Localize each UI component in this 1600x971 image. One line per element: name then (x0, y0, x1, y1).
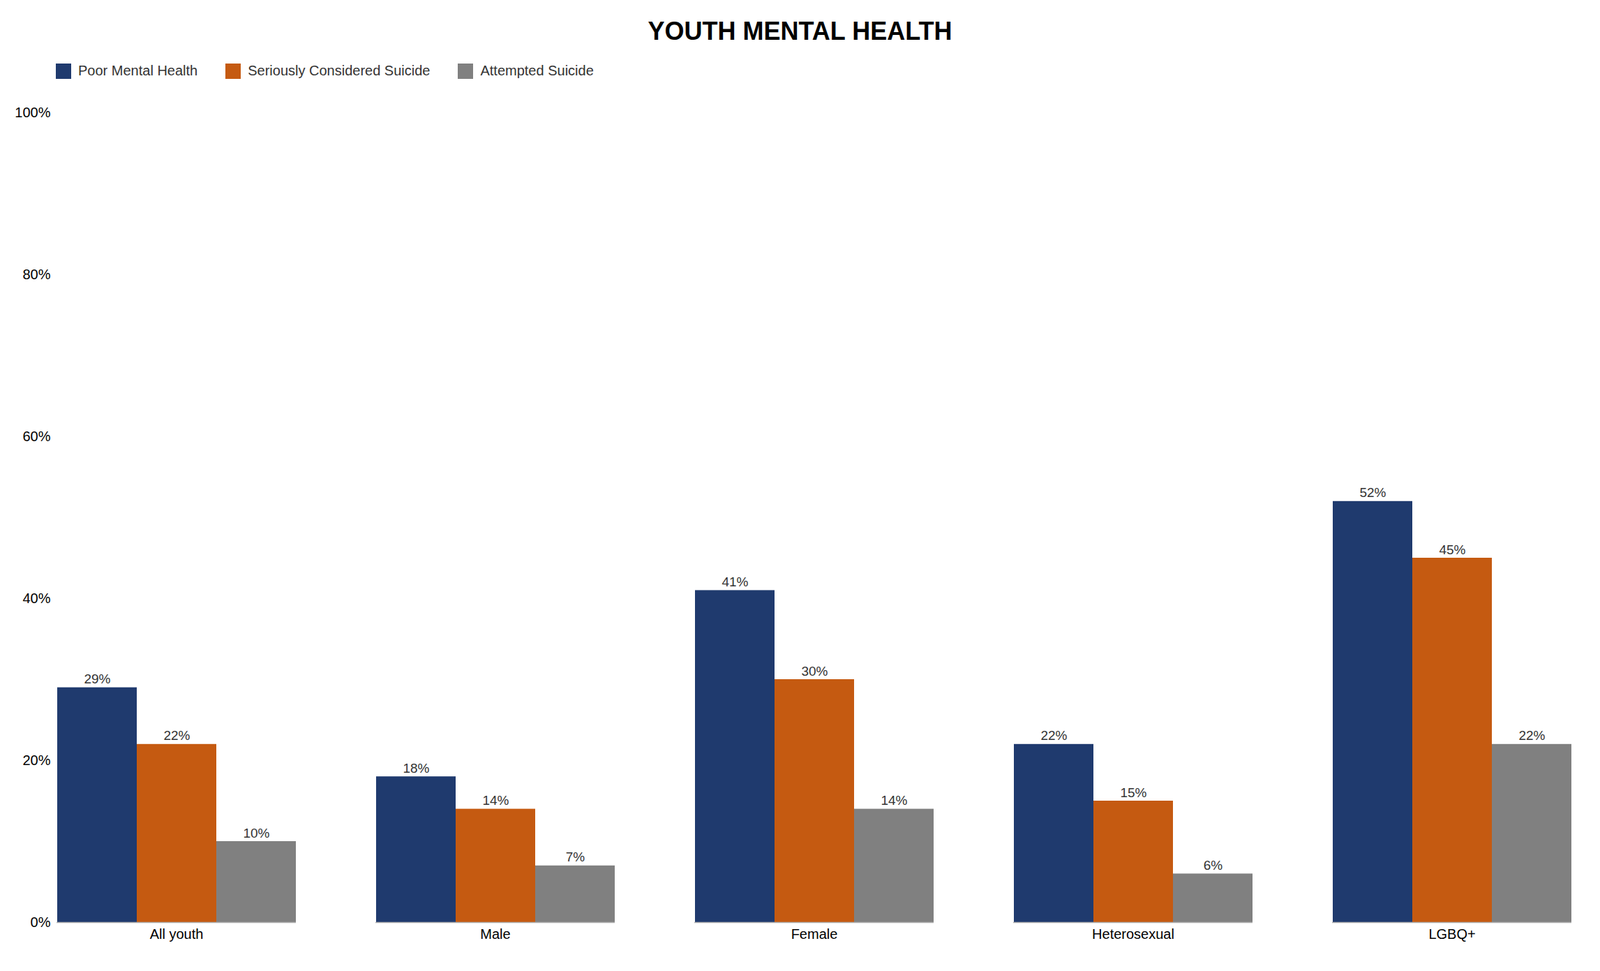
svg-text:Female: Female (791, 925, 839, 942)
svg-text:0%: 0% (30, 914, 51, 930)
svg-text:LGBQ+: LGBQ+ (1428, 925, 1476, 942)
html-text:Seriously Considered Suicide: Seriously Considered Suicide (247, 62, 431, 79)
html-text:Poor Mental Health: Poor Mental Health (78, 62, 198, 79)
svg-text:52%: 52% (1359, 484, 1386, 500)
svg-text:22%: 22% (1040, 727, 1067, 743)
svg-text:7%: 7% (565, 849, 586, 864)
svg-text:10%: 10% (242, 825, 270, 841)
svg-text:22%: 22% (163, 727, 190, 743)
svg-text:45%: 45% (1438, 542, 1466, 557)
svg-text:22%: 22% (1518, 727, 1545, 743)
svg-text:29%: 29% (83, 671, 111, 686)
svg-text:14%: 14% (880, 792, 908, 808)
svg-text:Heterosexual: Heterosexual (1092, 925, 1175, 942)
html-text:Attempted Suicide: Attempted Suicide (480, 62, 594, 79)
svg-text:41%: 41% (721, 574, 749, 589)
svg-text:100%: 100% (14, 104, 51, 121)
svg-text:All youth: All youth (150, 925, 204, 942)
svg-text:80%: 80% (22, 266, 51, 282)
svg-text:14%: 14% (482, 792, 509, 808)
svg-text:20%: 20% (22, 752, 51, 768)
svg-text:30%: 30% (801, 663, 828, 679)
svg-text:6%: 6% (1203, 857, 1224, 873)
html-text:YOUTH MENTAL HEALTH: YOUTH MENTAL HEALTH (647, 16, 953, 46)
svg-text:18%: 18% (402, 760, 430, 776)
svg-text:Male: Male (480, 925, 511, 942)
svg-text:40%: 40% (22, 590, 51, 606)
svg-text:15%: 15% (1119, 784, 1147, 800)
svg-text:60%: 60% (22, 428, 51, 444)
